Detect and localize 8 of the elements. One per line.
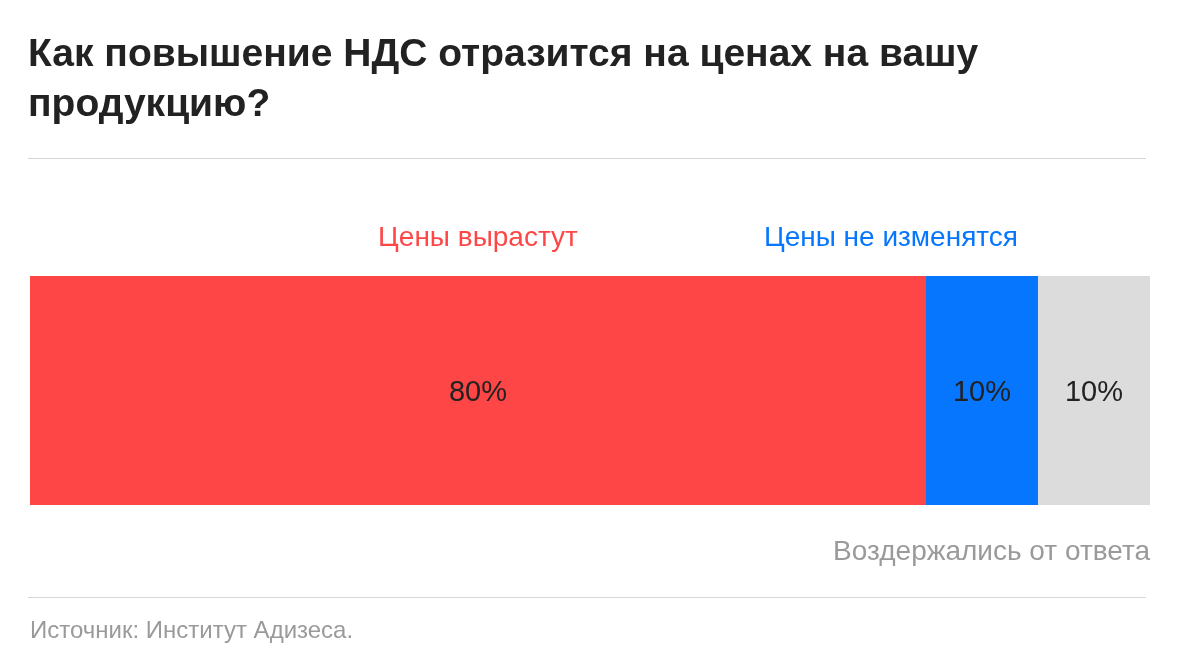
chart-title: Как повышение НДС отразится на ценах на вашу продукцию? [28,30,980,126]
data-label: 10% [952,374,1012,407]
data-label: 10% [1064,374,1124,407]
text: Источник: Институт Адизеса. [30,616,354,644]
series-label: Воздержались от ответа [833,535,1151,566]
series-label: Цены не изменятся [763,221,1018,252]
series-label: Цены вырастут [378,221,579,252]
data-label: 80% [448,374,508,407]
